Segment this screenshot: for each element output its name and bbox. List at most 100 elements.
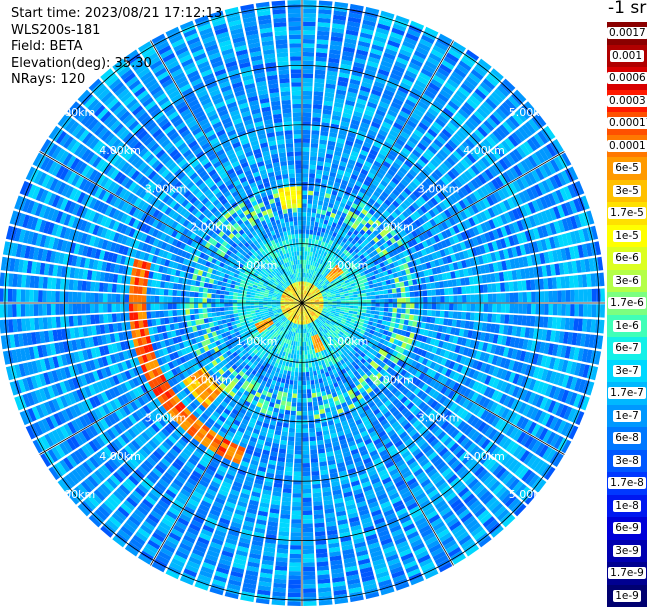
range-gate [392, 23, 407, 32]
range-gate [363, 15, 377, 23]
range-gate [284, 471, 293, 476]
range-gate [429, 218, 437, 227]
range-gate [306, 268, 310, 274]
range-gate [544, 125, 556, 140]
range-gate [319, 280, 324, 285]
range-gate [290, 375, 294, 381]
range-gate [431, 184, 440, 194]
range-gate [372, 85, 384, 93]
range-gate [440, 189, 449, 199]
range-gate [306, 260, 309, 265]
range-gate [313, 287, 318, 291]
range-gate [363, 245, 370, 251]
range-gate [287, 370, 291, 376]
range-gate [405, 32, 419, 42]
range-gate [303, 294, 305, 299]
range-gate [310, 151, 318, 157]
range-gate [387, 258, 393, 264]
range-gate [322, 271, 327, 276]
range-gate [294, 376, 298, 381]
range-gate [339, 235, 345, 242]
range-gate [353, 142, 362, 150]
range-gate [492, 110, 504, 123]
range-gate [361, 208, 368, 216]
range-gate [351, 245, 357, 251]
range-gate [343, 42, 356, 49]
range-gate [552, 290, 558, 302]
range-gate [378, 19, 392, 27]
range-gate [391, 126, 401, 134]
range-gate [305, 296, 309, 301]
range-gate [295, 341, 298, 346]
range-gate [287, 392, 293, 398]
range-gate [309, 427, 316, 433]
range-gate [501, 140, 512, 153]
range-gate [530, 315, 536, 327]
range-gate [304, 346, 307, 351]
range-gate [369, 271, 375, 277]
range-gate [290, 415, 296, 420]
range-gate [354, 270, 360, 276]
range-gate [479, 81, 493, 94]
range-gate [443, 186, 453, 196]
range-gate [359, 318, 365, 323]
range-gate [306, 389, 312, 394]
range-gate [307, 393, 312, 399]
range-gate [369, 125, 379, 133]
range-gate [302, 527, 314, 533]
range-gate [487, 181, 497, 192]
range-gate [353, 184, 361, 191]
range-gate [416, 75, 429, 86]
range-gate [305, 242, 309, 247]
range-gate [332, 262, 337, 268]
range-gate [311, 462, 319, 468]
range-gate [403, 235, 411, 242]
range-gate [323, 278, 328, 283]
range-gate [431, 171, 440, 181]
range-gate [295, 428, 302, 433]
range-gate [342, 274, 347, 279]
range-gate [550, 159, 560, 173]
range-gate [372, 117, 383, 125]
range-gate [395, 216, 403, 224]
range-gate [345, 246, 351, 252]
range-gate [398, 213, 406, 221]
range-gate [469, 150, 480, 161]
range-gate [331, 115, 341, 121]
range-gate [334, 243, 340, 249]
range-gate [307, 207, 312, 213]
range-gate [357, 312, 362, 316]
range-gate [433, 225, 441, 234]
range-gate [289, 423, 296, 429]
range-gate [326, 149, 334, 155]
range-gate [427, 162, 437, 171]
range-gate [291, 519, 302, 524]
range-gate [367, 258, 374, 264]
range-gate [371, 299, 376, 303]
range-gate [574, 289, 579, 302]
range-gate [311, 290, 315, 295]
range-gate [455, 111, 467, 123]
range-gate [456, 319, 462, 328]
range-gate [504, 184, 514, 197]
range-gate [276, 552, 288, 558]
range-gate [348, 248, 354, 254]
range-gate [431, 310, 436, 317]
range-gate [500, 282, 506, 292]
range-gate [370, 48, 383, 56]
range-gate [286, 449, 294, 455]
range-gate [312, 112, 322, 118]
range-gate [500, 303, 506, 313]
range-gate [307, 251, 310, 256]
range-gate [446, 196, 455, 206]
range-gate [353, 294, 358, 298]
range-gate [316, 565, 329, 571]
range-gate [391, 317, 396, 323]
range-gate [491, 163, 502, 175]
range-gate [312, 488, 322, 494]
range-gate [490, 68, 504, 81]
range-gate [280, 364, 285, 370]
range-gate [308, 186, 314, 191]
range-gate [365, 64, 378, 73]
range-gate [357, 130, 367, 138]
